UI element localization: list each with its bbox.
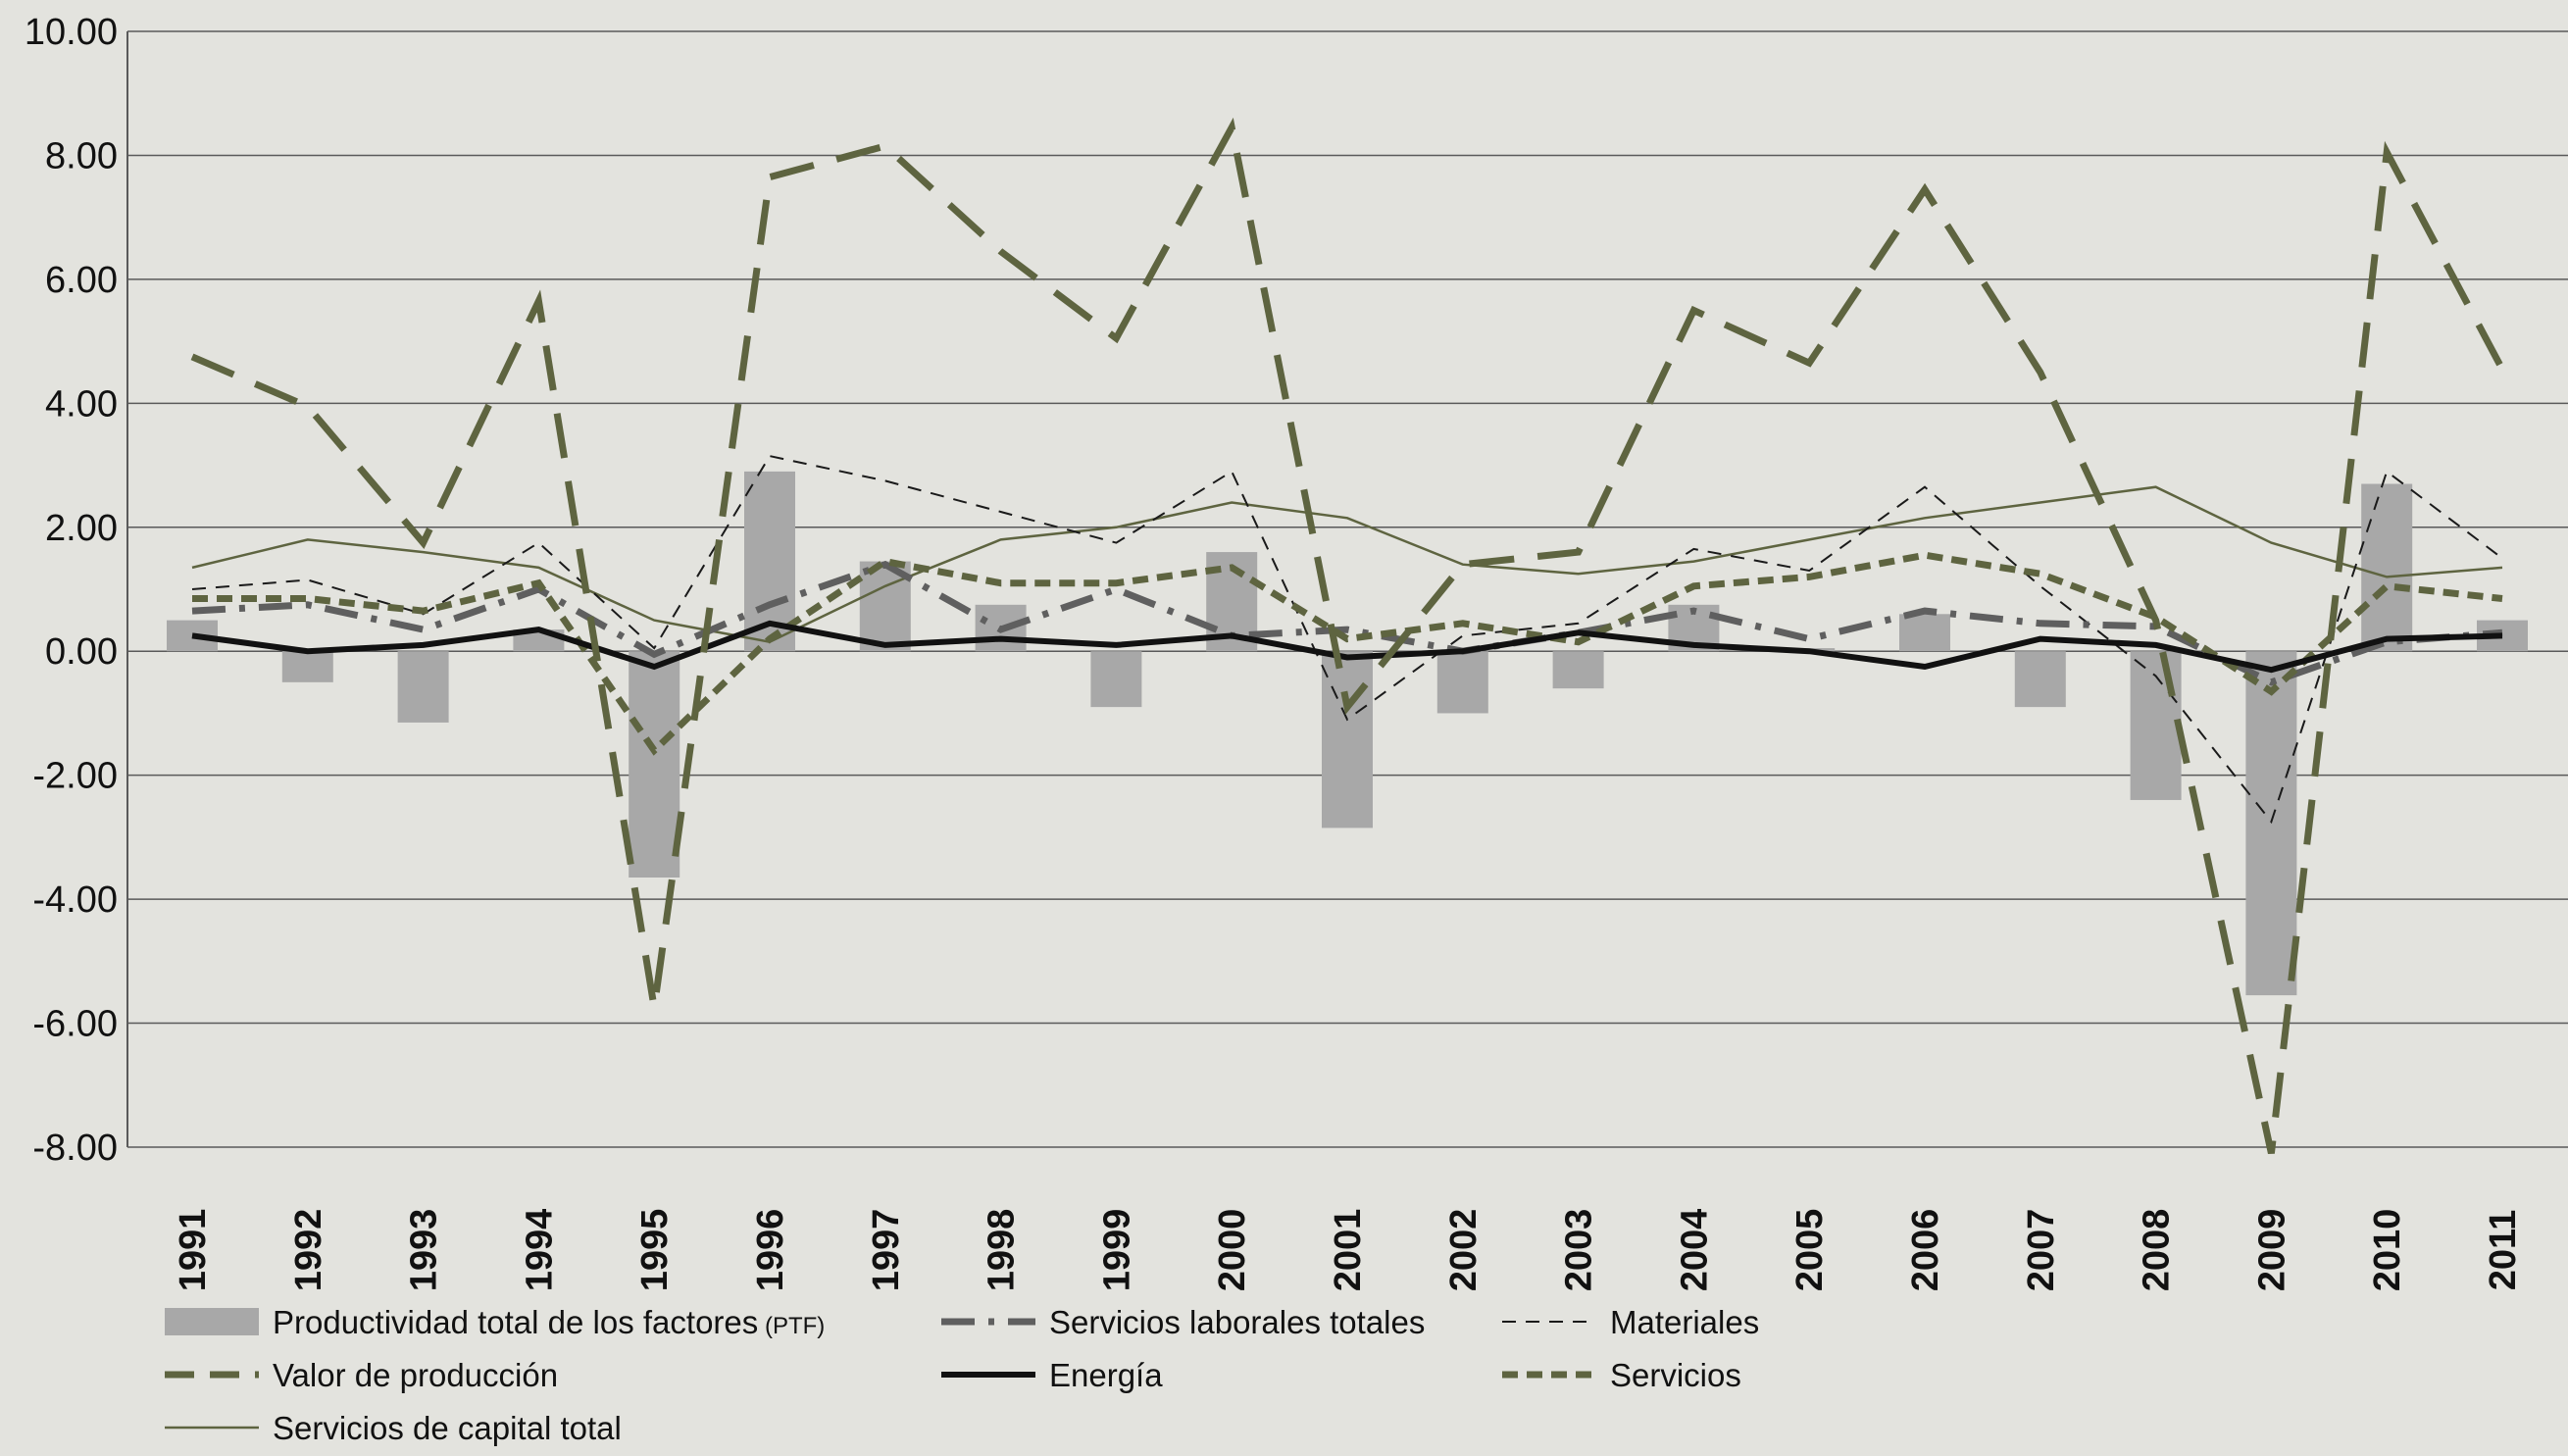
y-tick-label: 6.00 — [45, 260, 118, 301]
ptf-bar — [2130, 651, 2182, 800]
legend-swatch-ptf — [165, 1308, 259, 1335]
legend-label: Energía — [1049, 1357, 1163, 1393]
x-tick-label: 1999 — [1096, 1209, 1137, 1292]
ptf-bar — [397, 651, 449, 723]
x-tick-label: 1991 — [173, 1209, 214, 1292]
legend-label: Servicios — [1610, 1357, 1741, 1393]
x-tick-label: 2003 — [1559, 1209, 1600, 1292]
x-tick-label: 2000 — [1212, 1209, 1253, 1292]
ptf-bar — [1436, 651, 1488, 714]
legend-label-suffix: (PTF) — [758, 1313, 825, 1339]
x-tick-label: 2010 — [2367, 1209, 2408, 1292]
x-tick-label: 2005 — [1789, 1209, 1831, 1292]
x-tick-label: 2006 — [1905, 1209, 1946, 1292]
ptf-bar — [1322, 651, 1373, 828]
legend-label: Productividad total de los factores (PTF… — [273, 1304, 825, 1340]
y-tick-label: -8.00 — [32, 1128, 118, 1169]
ptf-bar — [2014, 651, 2066, 708]
y-tick-label: 0.00 — [45, 631, 118, 673]
series-line — [191, 454, 2503, 825]
series-line — [190, 117, 2506, 1155]
x-tick-label: 1995 — [634, 1209, 676, 1292]
legend: Productividad total de los factores (PTF… — [165, 1304, 1759, 1446]
x-tick-label: 1997 — [866, 1209, 907, 1292]
series-line — [191, 620, 2503, 674]
y-tick-label: 2.00 — [45, 508, 118, 549]
legend-label: Valor de producción — [273, 1357, 558, 1393]
x-tick-label: 2009 — [2251, 1209, 2292, 1292]
y-axis-tick-labels: 10.00 8.00 6.00 4.00 2.00 0.00 -2.00 -4.00 -6.00… — [25, 12, 118, 1169]
x-tick-label: 2008 — [2137, 1209, 2178, 1292]
x-tick-label: 2002 — [1443, 1209, 1485, 1292]
y-tick-label: 10.00 — [25, 12, 118, 53]
y-tick-label: 4.00 — [45, 383, 118, 425]
ptf-bar — [2361, 483, 2413, 652]
y-tick-label: -4.00 — [32, 879, 118, 921]
x-tick-label: 2007 — [2021, 1209, 2062, 1292]
series-line — [191, 485, 2503, 644]
legend-label: Servicios laborales totales — [1049, 1304, 1425, 1340]
ptf-bar — [281, 651, 333, 682]
ptf-bar — [1899, 614, 1950, 652]
x-tick-label: 1992 — [288, 1209, 329, 1292]
y-tick-label: -6.00 — [32, 1004, 118, 1045]
x-tick-label: 2004 — [1674, 1209, 1715, 1292]
y-tick-label: 8.00 — [45, 135, 118, 176]
x-axis-tick-labels: 1991 1992 1993 1994 1995 1996 1997 1998 1999 2000… — [173, 1209, 2524, 1292]
ptf-bars — [167, 471, 2528, 996]
x-tick-label: 1998 — [982, 1209, 1023, 1292]
gridlines — [126, 30, 2568, 1148]
ptf-bar — [1090, 651, 1142, 708]
x-tick-label: 1993 — [404, 1209, 445, 1292]
x-tick-label: 2011 — [2483, 1210, 2524, 1290]
ptf-bar — [1552, 651, 1604, 689]
x-tick-label: 1994 — [519, 1209, 560, 1292]
y-tick-label: -2.00 — [32, 756, 118, 797]
legend-label: Materiales — [1610, 1304, 1759, 1340]
ptf-bar — [629, 651, 680, 878]
series-line — [191, 560, 2503, 686]
legend-label: Servicios de capital total — [273, 1410, 622, 1446]
series-lines — [190, 117, 2506, 1155]
x-tick-label: 1996 — [750, 1209, 791, 1292]
x-tick-label: 2001 — [1328, 1209, 1369, 1292]
